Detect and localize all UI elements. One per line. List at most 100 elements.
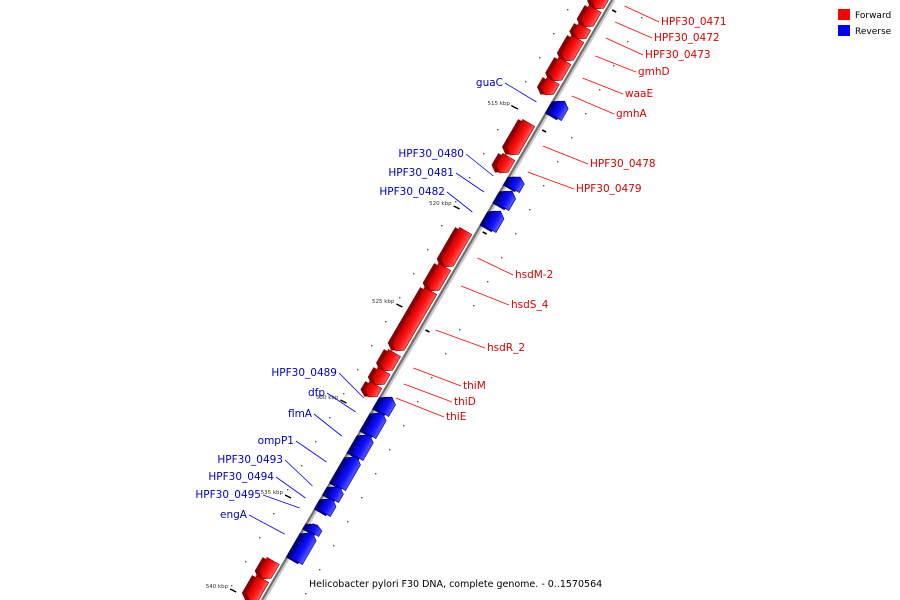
minor-tick-left: [301, 465, 303, 467]
forward-gene-arrow[interactable]: [554, 33, 585, 66]
minor-tick-left: [273, 513, 275, 515]
minor-tick-left: [567, 9, 569, 11]
reverse-gene-label: HPF30_0480: [398, 148, 464, 160]
reverse-gene-label: HPF30_0493: [217, 454, 283, 466]
scale-label: 540 kbp: [206, 584, 229, 590]
reverse-gene-arrow[interactable]: [321, 481, 346, 504]
forward-gene-label: thiD: [454, 396, 476, 408]
reverse-leader-line: [326, 392, 356, 413]
minor-tick-left: [413, 273, 415, 275]
reverse-gene-arrow[interactable]: [313, 493, 339, 518]
minor-tick-left: [483, 153, 485, 155]
reverse-leader-line: [248, 514, 285, 535]
minor-tick-right: [319, 569, 321, 571]
forward-gene-arrow-body: [506, 119, 536, 156]
forward-gene-label: hsdS_4: [511, 299, 549, 311]
forward-gene-arrow[interactable]: [434, 225, 473, 272]
forward-gene-arrow[interactable]: [420, 261, 452, 296]
forward-gene-arrow[interactable]: [574, 3, 602, 32]
reverse-gene-label: guaC: [476, 77, 503, 89]
reverse-gene-arrow[interactable]: [346, 429, 375, 462]
reverse-gene-label: HPF30_0495: [195, 489, 261, 501]
forward-gene-arrow[interactable]: [239, 573, 270, 600]
reverse-gene-arrow-body: [548, 100, 569, 121]
forward-gene-label: HPF30_0471: [661, 16, 727, 28]
scale-label: 525 kbp: [372, 299, 395, 305]
forward-gene-arrow[interactable]: [543, 55, 572, 86]
forward-gene-arrow-body: [495, 153, 516, 174]
forward-gene-label: thiM: [463, 380, 486, 392]
forward-gene-arrow-body: [426, 263, 452, 292]
forward-leader-line: [403, 383, 453, 403]
reverse-gene-arrow[interactable]: [502, 171, 527, 194]
forward-gene-arrow[interactable]: [385, 285, 438, 356]
forward-gene-arrow[interactable]: [585, 0, 615, 14]
forward-gene-label: hsdR_2: [487, 342, 525, 354]
forward-gene-arrow[interactable]: [500, 117, 536, 160]
reverse-gene-arrow[interactable]: [285, 527, 319, 566]
forward-gene-label: waaE: [625, 88, 653, 100]
reverse-gene-arrow-body: [506, 176, 525, 193]
minor-tick-right: [459, 329, 461, 331]
gene-labels: HPF30_0471 HPF30_0472 HPF30_0473 gmhD waaE gm…: [195, 5, 727, 535]
reverse-gene-arrow[interactable]: [302, 519, 323, 538]
reverse-gene-label: HPF30_0489: [271, 367, 337, 379]
forward-gene-label: HPF30_0479: [576, 183, 642, 195]
forward-gene-label: thiE: [446, 411, 466, 423]
minor-tick-right: [613, 65, 615, 67]
reverse-leader-line: [262, 494, 300, 509]
reverse-gene-arrow[interactable]: [372, 391, 398, 418]
forward-gene-arrow[interactable]: [535, 75, 560, 100]
reverse-gene-label: HPF30_0482: [379, 186, 445, 198]
reverse-leader-line: [446, 191, 473, 213]
reverse-gene-arrow[interactable]: [479, 205, 506, 234]
reverse-gene-arrow[interactable]: [328, 451, 363, 492]
minor-tick-left: [259, 537, 261, 539]
minor-tick-right: [641, 17, 643, 19]
minor-tick-left: [399, 297, 401, 299]
forward-gene-arrow[interactable]: [567, 21, 592, 44]
forward-leader-line: [477, 257, 514, 276]
reverse-gene-arrow-body: [333, 456, 361, 491]
minor-tick-right: [305, 593, 307, 595]
reverse-gene-arrow[interactable]: [544, 95, 571, 122]
scale-tick: [511, 105, 519, 110]
forward-gene-arrow[interactable]: [374, 347, 401, 376]
minor-tick-left: [357, 369, 359, 371]
reverse-gene-arrow[interactable]: [492, 185, 518, 212]
minor-tick-left: [315, 441, 317, 443]
minor-tick-left: [539, 57, 541, 59]
forward-gene-arrow[interactable]: [252, 555, 280, 584]
reverse-gene-arrow-body: [496, 190, 517, 211]
forward-gene-arrow[interactable]: [365, 365, 391, 390]
forward-gene-arrow[interactable]: [358, 379, 383, 402]
forward-leader-line: [605, 37, 644, 56]
minor-tick-right: [557, 161, 559, 163]
forward-leader-line: [582, 77, 624, 95]
forward-gene-arrow-body: [371, 367, 391, 386]
legend: Forward Reverse: [838, 9, 892, 37]
forward-gene-arrow-body: [549, 57, 572, 82]
reverse-gene-arrow-body: [317, 498, 337, 517]
forward-gene-arrow-body: [591, 0, 615, 10]
forward-gene-arrow-body: [391, 287, 438, 352]
reverse-gene-label: dfp: [308, 387, 325, 399]
minor-tick-right: [599, 89, 601, 91]
minor-tick-left: [553, 33, 555, 35]
forward-gene-arrow[interactable]: [489, 151, 516, 178]
minor-tick-left: [427, 249, 429, 251]
forward-leader-line: [615, 21, 653, 39]
forward-gene-arrow-body: [380, 349, 401, 372]
reverse-gene-label: engA: [220, 509, 248, 521]
reverse-gene-arrow[interactable]: [359, 407, 388, 440]
minor-tick-left: [329, 417, 331, 419]
forward-leader-line: [542, 145, 589, 165]
reverse-gene-label: ompP1: [258, 435, 294, 447]
gene-features: [239, 0, 615, 600]
forward-gene-label: hsdM-2: [515, 269, 553, 281]
forward-gene-arrow-body: [541, 77, 560, 96]
minor-tick-right: [361, 497, 363, 499]
minor-tick-right: [487, 281, 489, 283]
